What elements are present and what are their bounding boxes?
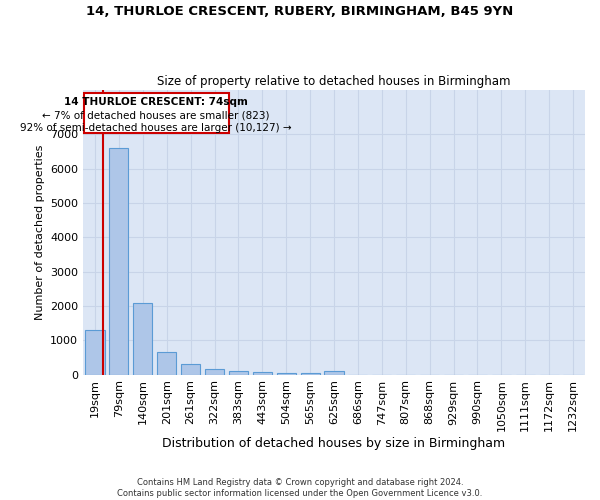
Text: 14, THURLOE CRESCENT, RUBERY, BIRMINGHAM, B45 9YN: 14, THURLOE CRESCENT, RUBERY, BIRMINGHAM… [86, 5, 514, 18]
Bar [157, 352, 176, 374]
Text: ← 7% of detached houses are smaller (823): ← 7% of detached houses are smaller (823… [43, 110, 270, 120]
Bar [277, 373, 296, 374]
Bar [229, 371, 248, 374]
Text: Contains HM Land Registry data © Crown copyright and database right 2024.
Contai: Contains HM Land Registry data © Crown c… [118, 478, 482, 498]
Bar [109, 148, 128, 374]
Bar [253, 372, 272, 374]
Bar [205, 370, 224, 374]
FancyBboxPatch shape [83, 93, 229, 132]
Y-axis label: Number of detached properties: Number of detached properties [35, 144, 44, 320]
Bar [133, 303, 152, 374]
Bar [301, 373, 320, 374]
Text: 14 THURLOE CRESCENT: 74sqm: 14 THURLOE CRESCENT: 74sqm [64, 96, 248, 106]
Title: Size of property relative to detached houses in Birmingham: Size of property relative to detached ho… [157, 76, 511, 88]
Bar [181, 364, 200, 374]
Text: 92% of semi-detached houses are larger (10,127) →: 92% of semi-detached houses are larger (… [20, 123, 292, 133]
X-axis label: Distribution of detached houses by size in Birmingham: Distribution of detached houses by size … [163, 437, 506, 450]
Bar [85, 330, 104, 374]
Bar [325, 371, 344, 374]
